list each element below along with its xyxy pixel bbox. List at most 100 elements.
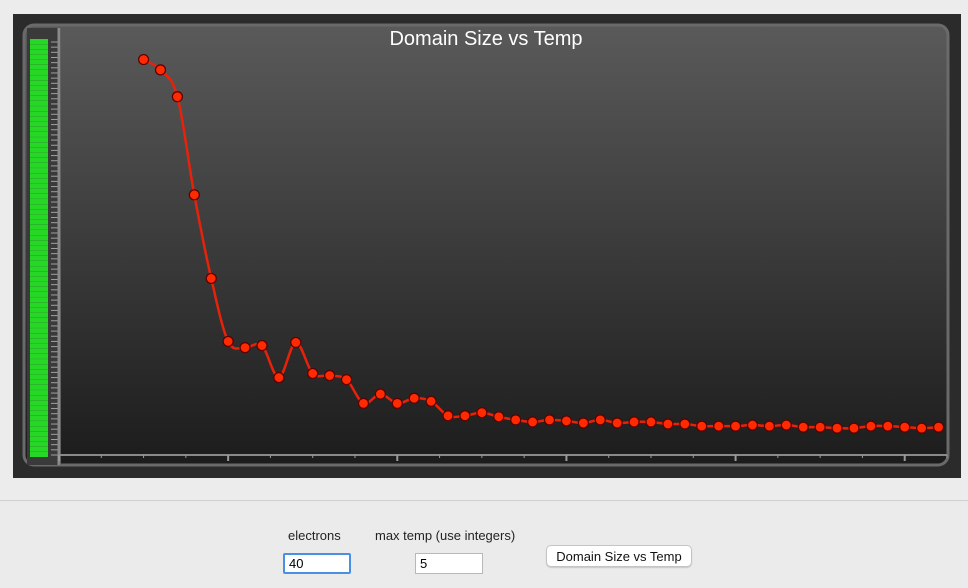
y-tick-label (30, 54, 48, 60)
y-tick-label (30, 111, 48, 117)
y-tick-label (30, 431, 48, 437)
y-tick-label (30, 317, 48, 323)
y-tick-label (30, 266, 48, 272)
y-tick-label (30, 410, 48, 416)
data-point (476, 407, 488, 419)
data-point (628, 416, 640, 428)
y-tick-label (30, 59, 48, 65)
data-point (188, 189, 200, 201)
y-tick-label (30, 379, 48, 385)
y-tick-label (30, 369, 48, 375)
y-tick-label (30, 343, 48, 349)
y-tick-label (30, 333, 48, 339)
data-point (882, 420, 894, 432)
data-point (577, 417, 589, 429)
control-panel (0, 500, 968, 588)
data-point (763, 420, 776, 432)
y-tick-label (30, 395, 48, 401)
y-tick-label (30, 250, 48, 256)
y-tick-label (30, 178, 48, 184)
y-tick-label (30, 286, 48, 292)
data-point (222, 335, 234, 348)
y-tick-label (30, 421, 48, 427)
data-point (780, 419, 792, 431)
y-tick-label (30, 152, 48, 158)
y-tick-label (30, 436, 48, 442)
y-tick-label (30, 204, 48, 210)
y-tick-label (30, 162, 48, 168)
data-point (324, 369, 336, 382)
y-tick-label (30, 441, 48, 447)
data-point (273, 371, 285, 384)
data-point (442, 410, 454, 422)
y-tick-label (30, 328, 48, 334)
data-point (932, 421, 945, 433)
y-tick-label (30, 64, 48, 70)
y-tick-label (30, 302, 48, 308)
y-tick-label (30, 364, 48, 370)
y-tick-label (30, 322, 48, 328)
y-tick-label (30, 281, 48, 287)
data-point (239, 342, 251, 354)
y-tick-label (30, 90, 48, 96)
y-tick-label (30, 214, 48, 220)
y-tick-label (30, 183, 48, 189)
y-tick-label (30, 168, 48, 174)
data-point (543, 414, 556, 426)
y-tick-label (30, 147, 48, 153)
y-tick-label (30, 240, 48, 246)
y-tick-label (30, 131, 48, 137)
data-point (560, 415, 573, 427)
max-temp-field[interactable] (415, 553, 483, 574)
data-point (526, 416, 539, 428)
y-tick-label (30, 255, 48, 261)
data-point (831, 422, 843, 434)
data-point (848, 422, 860, 434)
y-tick-label (30, 39, 48, 44)
data-point (171, 91, 183, 103)
data-point (611, 417, 623, 429)
data-point (340, 374, 353, 386)
data-point (307, 367, 319, 380)
y-tick-label (30, 400, 48, 406)
data-point (425, 395, 437, 407)
max-temp-label: max temp (use integers) (375, 528, 516, 543)
y-tick-label (30, 384, 48, 390)
data-point (357, 397, 370, 409)
data-point (137, 53, 150, 66)
data-point (154, 64, 167, 76)
data-point (865, 420, 877, 432)
electrons-field[interactable] (283, 553, 351, 574)
y-tick-label (30, 157, 48, 163)
y-tick-label (30, 312, 48, 318)
y-tick-label (30, 121, 48, 127)
y-tick-label (30, 276, 48, 282)
y-tick-label (30, 235, 48, 241)
y-tick-label (30, 85, 48, 91)
data-point (256, 339, 268, 352)
domain-size-vs-temp-button[interactable]: Domain Size vs Temp (546, 545, 692, 567)
y-tick-label (30, 260, 48, 266)
y-tick-label (30, 338, 48, 344)
y-tick-label (30, 230, 48, 236)
y-tick-label (30, 193, 48, 199)
data-point (729, 420, 742, 432)
chart-title: Domain Size vs Temp (389, 28, 582, 50)
y-tick-label (30, 100, 48, 106)
y-tick-label (30, 245, 48, 251)
x-axis-ticks (58, 455, 948, 461)
y-tick-label (30, 359, 48, 365)
y-tick-label (30, 106, 48, 112)
y-tick-label (30, 405, 48, 411)
chart-canvas: Domain Size vs Temp (22, 23, 950, 467)
data-point (797, 421, 809, 433)
data-point (493, 411, 505, 423)
y-tick-label (30, 188, 48, 194)
plot-background (22, 23, 950, 467)
data-point (746, 419, 759, 431)
y-tick-label (30, 291, 48, 297)
y-tick-label (30, 374, 48, 380)
data-point (408, 392, 420, 404)
data-point (662, 418, 674, 430)
data-point (899, 421, 911, 433)
